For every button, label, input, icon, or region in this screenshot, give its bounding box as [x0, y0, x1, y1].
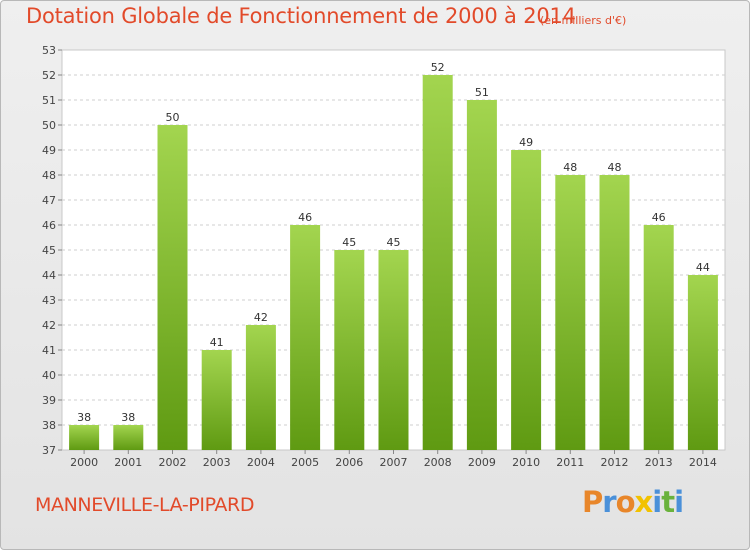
- data-label: 51: [475, 86, 489, 99]
- data-label: 44: [696, 261, 710, 274]
- data-label: 48: [608, 161, 622, 174]
- y-tick-label: 39: [42, 394, 56, 407]
- x-tick-label: 2004: [247, 456, 275, 469]
- x-tick-label: 2008: [424, 456, 452, 469]
- y-tick-label: 47: [42, 194, 56, 207]
- x-tick-label: 2011: [556, 456, 584, 469]
- x-tick-label: 2009: [468, 456, 496, 469]
- y-tick-label: 45: [42, 244, 56, 257]
- bar: [511, 150, 542, 450]
- data-label: 46: [298, 211, 312, 224]
- x-tick-label: 2000: [70, 456, 98, 469]
- y-tick-label: 37: [42, 444, 56, 457]
- x-axis-ticks: 2000 2001 2002 2003 2004 2005 2006 2007 2008 2009…: [70, 450, 717, 469]
- logo-letter: P: [582, 485, 603, 519]
- bar: [687, 275, 718, 450]
- y-tick-label: 52: [42, 69, 56, 82]
- data-label: 52: [431, 61, 445, 74]
- data-label: 41: [210, 336, 224, 349]
- y-tick-label: 46: [42, 219, 56, 232]
- bar: [334, 250, 365, 450]
- bar: [555, 175, 586, 450]
- x-tick-label: 2006: [335, 456, 363, 469]
- bar: [113, 425, 144, 450]
- bar: [378, 250, 409, 450]
- y-tick-label: 38: [42, 419, 56, 432]
- logo-letter: x: [634, 485, 654, 519]
- y-axis-ticks: 37 38 39 40 41 42 43 44 45 46 47 48 49 50 51 52 53: [42, 44, 62, 457]
- bar: [245, 325, 276, 450]
- x-tick-label: 2013: [645, 456, 673, 469]
- data-label: 45: [387, 236, 401, 249]
- x-tick-label: 2007: [380, 456, 408, 469]
- logo-letter: r: [602, 485, 616, 519]
- bars: [69, 75, 718, 450]
- x-tick-label: 2003: [203, 456, 231, 469]
- data-label: 50: [166, 111, 180, 124]
- x-tick-label: 2005: [291, 456, 319, 469]
- y-tick-label: 51: [42, 94, 56, 107]
- x-tick-label: 2010: [512, 456, 540, 469]
- data-label: 48: [563, 161, 577, 174]
- proxiti-logo: Proxiti: [582, 485, 684, 519]
- y-tick-label: 41: [42, 344, 56, 357]
- x-tick-label: 2012: [601, 456, 629, 469]
- y-tick-label: 42: [42, 319, 56, 332]
- chart-title: Dotation Globale de Fonctionnement de 20…: [26, 4, 576, 28]
- commune-name: MANNEVILLE-LA-PIPARD: [35, 494, 255, 516]
- x-tick-label: 2001: [114, 456, 142, 469]
- data-label: 45: [342, 236, 356, 249]
- chart-subtitle: (en milliers d'€): [540, 14, 627, 27]
- bar: [157, 125, 188, 450]
- data-label: 42: [254, 311, 268, 324]
- y-tick-label: 43: [42, 294, 56, 307]
- bar: [466, 100, 497, 450]
- bar: [643, 225, 674, 450]
- data-label: 49: [519, 136, 533, 149]
- bar: [290, 225, 321, 450]
- x-tick-label: 2014: [689, 456, 717, 469]
- logo-letter: o: [615, 485, 636, 519]
- y-tick-label: 50: [42, 119, 56, 132]
- y-tick-label: 48: [42, 169, 56, 182]
- logo-letter: i: [652, 485, 662, 519]
- data-label: 38: [77, 411, 91, 424]
- y-tick-label: 53: [42, 44, 56, 57]
- bar: [201, 350, 232, 450]
- bar: [69, 425, 100, 450]
- bar: [599, 175, 630, 450]
- logo-letter: i: [674, 485, 684, 519]
- data-labels: 38 38 50 41 42 46 45 45 52 51 49 48 48 46 44: [77, 61, 710, 424]
- y-tick-label: 40: [42, 369, 56, 382]
- y-tick-label: 44: [42, 269, 56, 282]
- y-tick-label: 49: [42, 144, 56, 157]
- bar: [422, 75, 453, 450]
- data-label: 46: [652, 211, 666, 224]
- x-tick-label: 2002: [159, 456, 187, 469]
- logo-letter: t: [661, 485, 675, 519]
- data-label: 38: [121, 411, 135, 424]
